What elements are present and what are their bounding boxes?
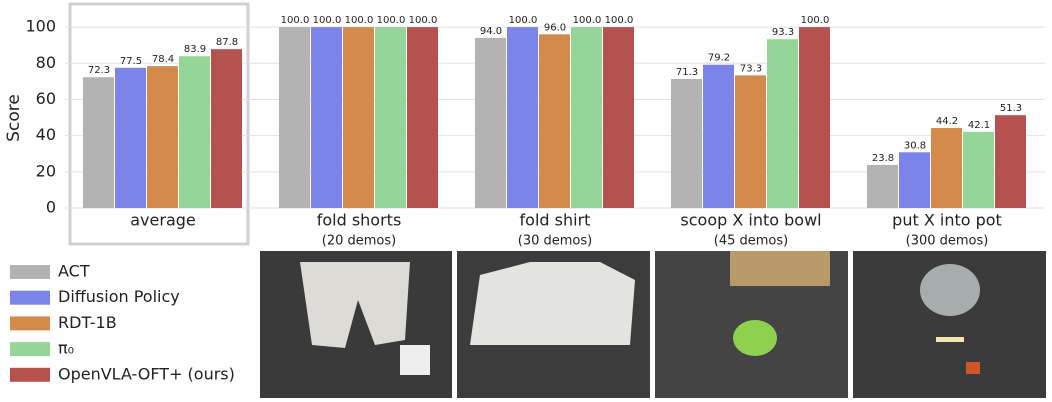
bar bbox=[603, 27, 634, 208]
shorts bbox=[300, 262, 410, 348]
y-tick-label: 60 bbox=[36, 89, 56, 108]
bar bbox=[703, 64, 734, 208]
legend-label: OpenVLA-OFT+ (ours) bbox=[58, 364, 235, 383]
bar bbox=[115, 67, 146, 208]
y-tick-label: 0 bbox=[46, 198, 56, 217]
value-label: 100.0 bbox=[281, 15, 310, 26]
value-label: 96.0 bbox=[544, 22, 566, 33]
legend-label: Diffusion Policy bbox=[58, 287, 180, 306]
category-note: (30 demos) bbox=[518, 234, 592, 249]
legend-swatch bbox=[10, 316, 50, 331]
bar bbox=[767, 39, 798, 208]
bar bbox=[899, 152, 930, 208]
bar bbox=[571, 27, 602, 208]
legend: ACT Diffusion Policy RDT-1B π₀ OpenVLA-OFT+ … bbox=[10, 262, 235, 383]
x-tick-label: average bbox=[130, 211, 196, 230]
value-label: 44.2 bbox=[936, 116, 958, 127]
value-label: 83.9 bbox=[184, 44, 206, 55]
bar bbox=[311, 27, 342, 208]
x-tick-label: fold shirt bbox=[520, 211, 591, 230]
bar bbox=[735, 75, 766, 208]
gripper bbox=[400, 345, 430, 375]
legend-swatch bbox=[10, 290, 50, 305]
bar bbox=[343, 27, 374, 208]
legend-label: ACT bbox=[58, 262, 90, 281]
legend-swatch bbox=[10, 342, 50, 357]
category-note: (45 demos) bbox=[714, 234, 788, 249]
value-label: 100.0 bbox=[409, 15, 438, 26]
category-note: (20 demos) bbox=[322, 234, 396, 249]
bar bbox=[83, 77, 114, 208]
value-label: 78.4 bbox=[152, 54, 174, 65]
bar bbox=[931, 128, 962, 208]
bins bbox=[730, 251, 830, 286]
value-label: 100.0 bbox=[605, 15, 634, 26]
photos bbox=[260, 251, 1046, 398]
bar bbox=[539, 34, 570, 209]
legend-label: RDT-1B bbox=[58, 313, 117, 332]
bar bbox=[867, 164, 898, 208]
bowl bbox=[733, 320, 777, 356]
item bbox=[966, 362, 980, 374]
value-label: 100.0 bbox=[313, 15, 342, 26]
value-label: 71.3 bbox=[676, 67, 698, 78]
bar bbox=[211, 49, 242, 208]
bar bbox=[375, 27, 406, 208]
shirt bbox=[470, 262, 635, 345]
value-label: 100.0 bbox=[509, 15, 538, 26]
bar bbox=[507, 27, 538, 208]
value-label: 100.0 bbox=[345, 15, 374, 26]
value-label: 100.0 bbox=[377, 15, 406, 26]
y-tick-label: 20 bbox=[36, 161, 56, 180]
value-label: 42.1 bbox=[968, 120, 990, 131]
value-label: 73.3 bbox=[740, 63, 762, 74]
value-label: 77.5 bbox=[120, 56, 142, 67]
bar bbox=[671, 79, 702, 209]
value-label: 51.3 bbox=[1000, 103, 1022, 114]
bar bbox=[475, 37, 506, 209]
value-label: 94.0 bbox=[480, 26, 502, 37]
bar bbox=[995, 115, 1026, 208]
y-axis-label: Score bbox=[4, 94, 24, 142]
value-label: 23.8 bbox=[872, 153, 894, 164]
x-tick-label: scoop X into bowl bbox=[680, 211, 821, 230]
legend-swatch bbox=[10, 367, 50, 382]
bar bbox=[279, 27, 310, 208]
highlight-box bbox=[68, 2, 250, 246]
bar bbox=[407, 27, 438, 208]
y-tick-label: 100 bbox=[25, 17, 56, 36]
bar bbox=[147, 66, 178, 209]
value-label: 87.8 bbox=[216, 37, 238, 48]
value-label: 100.0 bbox=[573, 15, 602, 26]
category-note: (300 demos) bbox=[906, 234, 989, 249]
value-label: 30.8 bbox=[904, 140, 926, 151]
x-tick-label: fold shorts bbox=[317, 211, 402, 230]
value-label: 72.3 bbox=[88, 65, 110, 76]
value-label: 79.2 bbox=[708, 53, 730, 64]
value-label: 100.0 bbox=[801, 15, 830, 26]
bar bbox=[963, 131, 994, 208]
pot bbox=[920, 264, 980, 316]
bar bbox=[799, 27, 830, 208]
legend-label: π₀ bbox=[58, 339, 74, 358]
legend-swatch bbox=[10, 265, 50, 279]
bar bbox=[179, 56, 210, 209]
y-tick-label: 40 bbox=[36, 125, 56, 144]
item bbox=[936, 337, 964, 342]
x-tick-label: put X into pot bbox=[892, 211, 1002, 230]
value-label: 93.3 bbox=[772, 27, 794, 38]
y-tick-label: 80 bbox=[36, 53, 56, 72]
